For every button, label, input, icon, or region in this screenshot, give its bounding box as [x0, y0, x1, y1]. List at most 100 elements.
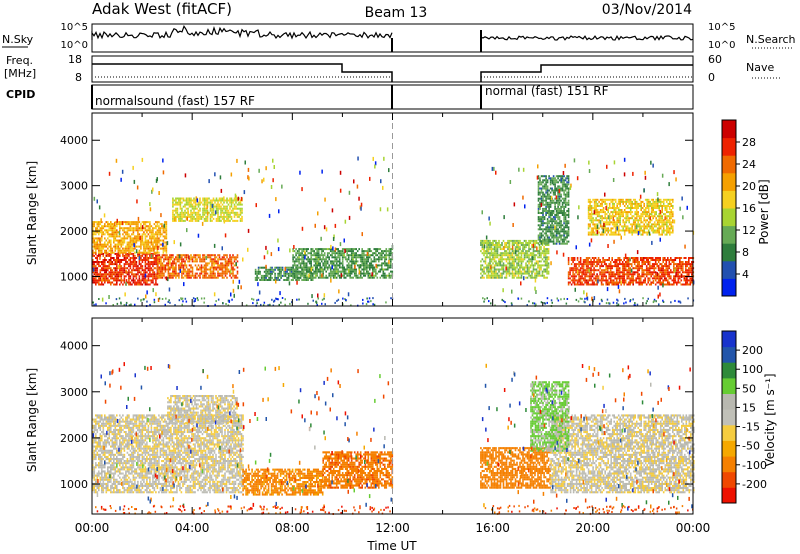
- power-cell-5: [338, 254, 341, 257]
- power-cell-1: [156, 239, 159, 242]
- power-cell-8: [623, 277, 625, 280]
- power-cell-3: [200, 215, 203, 218]
- power-cell-3: [173, 213, 176, 216]
- power-cell-5: [298, 258, 300, 261]
- power-cell-5: [304, 264, 306, 267]
- power-cell-5: [334, 272, 336, 275]
- power-cell-6: [516, 248, 518, 251]
- power-cell-5: [367, 252, 370, 255]
- power-cell-5: [298, 248, 300, 251]
- power-cell-5: [299, 274, 302, 277]
- power-cell-1: [137, 235, 139, 238]
- nsky-trace-line: [91, 24, 393, 40]
- power-cell-8: [618, 261, 621, 263]
- power-cell-6: [502, 262, 505, 265]
- power-cell-8: [688, 263, 690, 266]
- power-cell-3: [206, 215, 209, 218]
- power-cell-8: [688, 261, 690, 263]
- power-cell-1: [110, 245, 112, 248]
- power-cell-5: [292, 264, 294, 267]
- power-cell-8: [650, 259, 652, 261]
- power-cell-5: [364, 258, 367, 261]
- power-cell-5: [355, 248, 357, 251]
- power-cell-2: [203, 260, 206, 263]
- power-cell-8: [632, 259, 634, 261]
- power-cell-7: [549, 226, 552, 229]
- power-cell-2: [170, 276, 173, 279]
- power-cell-3: [239, 207, 242, 210]
- power-cell-0: [119, 252, 121, 255]
- power-cell-8: [680, 283, 683, 286]
- power-cell-8: [641, 275, 643, 278]
- power-cell-8: [587, 267, 589, 270]
- power-cell-7: [546, 224, 549, 227]
- freq-tick-bottom: 8: [75, 71, 82, 84]
- power-cell-1: [150, 225, 153, 228]
- power-cell-2: [236, 270, 239, 273]
- power-cell-5: [350, 262, 353, 265]
- power-cell-8: [685, 265, 687, 268]
- power-cell-4: [272, 268, 275, 271]
- power-cell-0: [152, 252, 154, 255]
- power-cell-5: [298, 252, 300, 255]
- power-cell-5: [302, 260, 305, 263]
- power-cell-8: [642, 257, 645, 259]
- power-cell-8: [683, 277, 686, 280]
- power-cell-3: [172, 219, 174, 222]
- power-cell-3: [217, 213, 219, 216]
- power-cell-5: [367, 264, 370, 267]
- power-cell-0: [95, 279, 97, 282]
- power-cell-5: [310, 272, 312, 275]
- power-cell-2: [218, 254, 221, 257]
- power-cell-5: [317, 252, 320, 255]
- power-cell-4: [298, 276, 300, 279]
- power-cell-6: [511, 262, 514, 265]
- power-cell-4: [284, 279, 287, 281]
- power-cell-2: [232, 262, 234, 265]
- power-cell-5: [387, 262, 389, 265]
- power-cell-5: [323, 276, 326, 279]
- power-cell-8: [659, 277, 661, 280]
- power-cell-4: [305, 268, 308, 271]
- power-cell-8: [591, 263, 594, 266]
- power-cell-6: [481, 244, 484, 246]
- power-cell-8: [671, 271, 674, 274]
- power-cell-6: [520, 242, 523, 244]
- power-cell-2: [187, 260, 189, 263]
- power-cell-0: [131, 269, 133, 272]
- power-cell-1: [135, 241, 138, 244]
- power-cell-8: [674, 257, 677, 259]
- power-cell-1: [138, 229, 141, 232]
- power-cell-8: [653, 259, 655, 261]
- power-cell-9: [587, 215, 590, 218]
- power-cell-8: [602, 273, 604, 276]
- power-cell-5: [390, 254, 392, 257]
- power-cell-2: [160, 258, 162, 261]
- power-cell-5: [378, 260, 380, 263]
- power-cell-8: [594, 257, 597, 259]
- power-cell-1: [149, 227, 151, 230]
- power-cell-8: [617, 283, 619, 286]
- power-cell-6: [511, 272, 514, 275]
- power-cell-5: [353, 270, 356, 273]
- power-cell-1: [138, 239, 141, 242]
- power-cell-0: [116, 283, 118, 286]
- power-cell-8: [600, 277, 603, 280]
- power-cell-2: [202, 256, 204, 259]
- power-cell-6: [541, 252, 544, 255]
- power-cell-0: [153, 275, 156, 278]
- power-cell-3: [239, 211, 242, 214]
- power-cell-8: [686, 261, 689, 263]
- power-cell-0: [116, 263, 118, 266]
- power-cell-1: [165, 243, 168, 246]
- power-cell-8: [582, 279, 585, 282]
- power-cell-6: [483, 268, 485, 271]
- power-cell-3: [190, 209, 192, 212]
- power-cell-8: [612, 279, 615, 282]
- power-cell-7: [539, 232, 541, 235]
- power-cell-8: [596, 259, 598, 261]
- power-cell-2: [188, 260, 191, 263]
- power-cell-0: [138, 269, 141, 272]
- power-cell-0: [152, 279, 154, 282]
- power-cell-0: [141, 261, 144, 263]
